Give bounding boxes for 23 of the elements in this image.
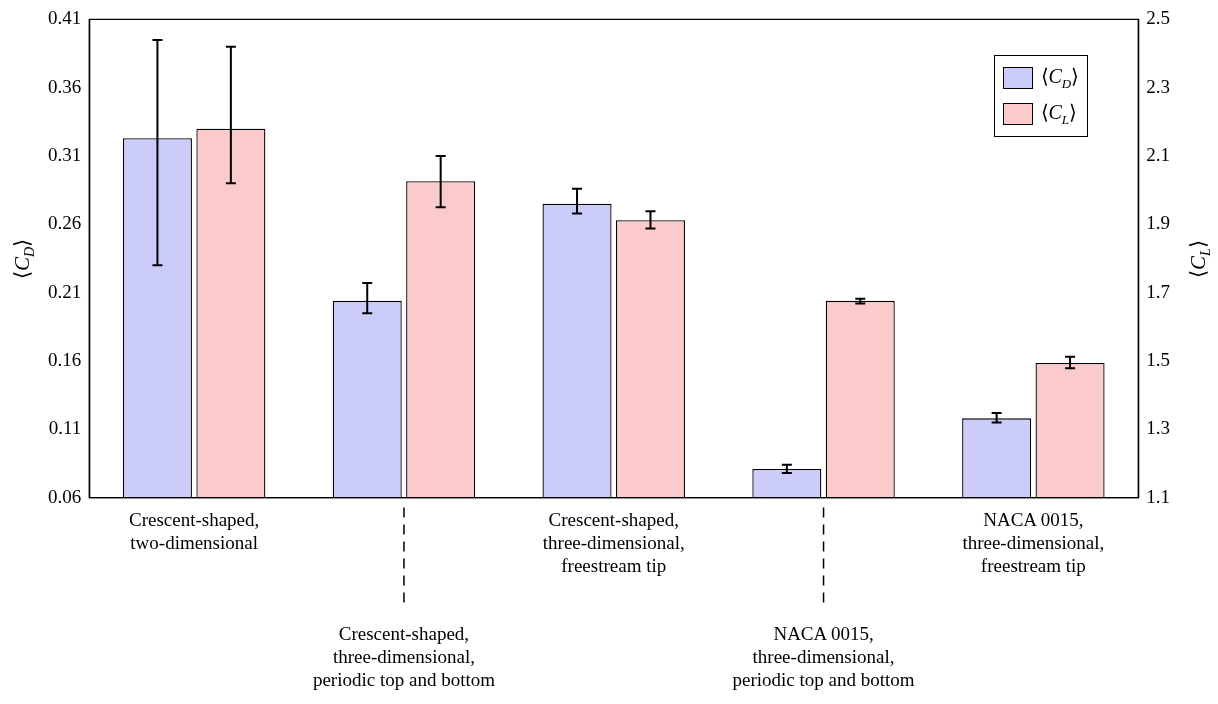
y-tick-label: 0.06 — [48, 485, 82, 507]
x-tick-label: Crescent-shaped, two-dimensional — [128, 508, 260, 553]
y2-tick-label: 2.5 — [1146, 7, 1170, 29]
y-tick-label: 0.11 — [48, 417, 82, 439]
y2-tick-label: 1.3 — [1146, 417, 1170, 439]
y-tick-label: 0.31 — [48, 144, 82, 166]
y2-tick-label: 1.9 — [1146, 212, 1170, 234]
y2-tick-label: 1.5 — [1146, 348, 1170, 370]
y-tick-label: 0.21 — [48, 280, 82, 302]
y-tick-label: 0.26 — [48, 212, 82, 234]
y2-tick-label: 2.1 — [1146, 144, 1170, 166]
y2-tick-label: 1.7 — [1146, 280, 1170, 302]
y2-tick-label: 1.1 — [1146, 485, 1170, 507]
y-tick-label: 0.36 — [48, 75, 82, 97]
y-tick-label: 0.16 — [48, 348, 82, 370]
x-tick-label: NACA 0015, three-dimensional, periodic top and bottom — [732, 622, 915, 690]
legend-label: ⟨C$_{L}$⟩ — [1040, 100, 1078, 129]
y-tick-label: 0.41 — [48, 7, 82, 29]
x-tick-label: Crescent-shaped, three-dimensional, freestream tip — [542, 508, 685, 576]
y2-tick-label: 2.3 — [1146, 75, 1170, 97]
legend-label: ⟨C$_{D}$⟩ — [1040, 64, 1080, 93]
x-tick-label: Crescent-shaped, three-dimensional, periodic top and bottom — [312, 622, 496, 690]
x-tick-label: NACA 0015, three-dimensional, freestream tip — [962, 508, 1105, 576]
